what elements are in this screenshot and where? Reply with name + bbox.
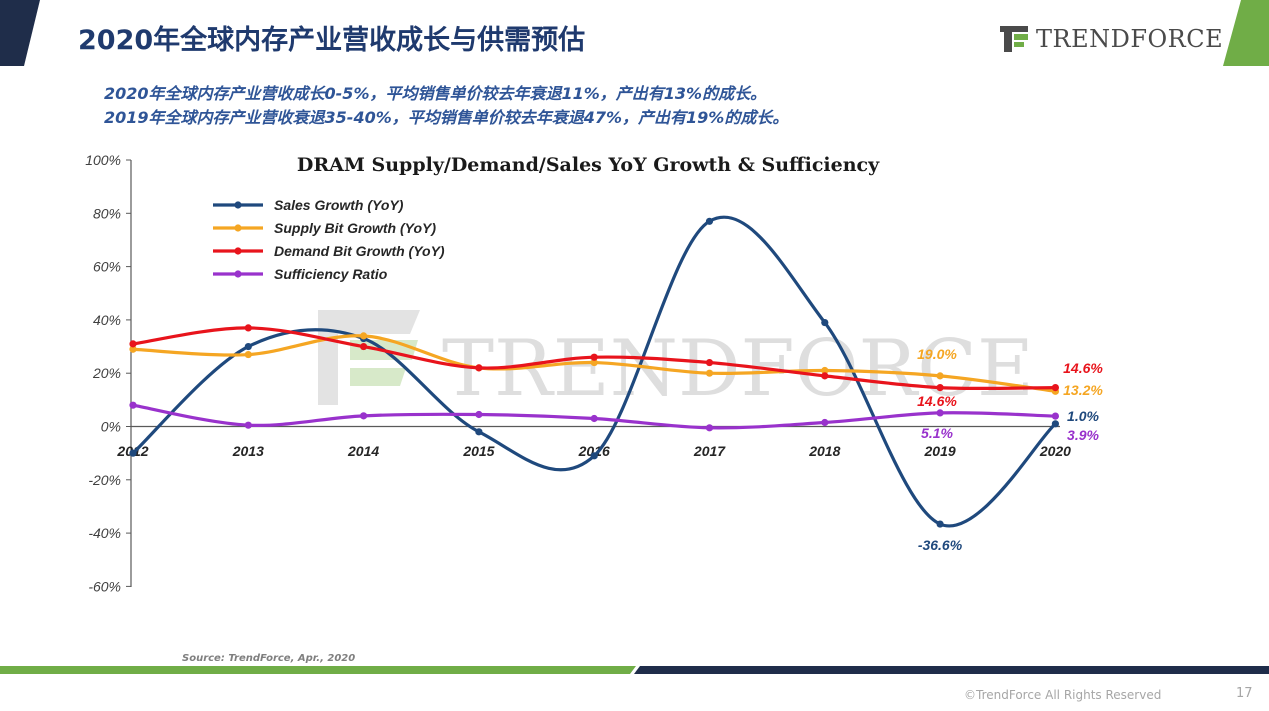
trendforce-logo: TRENDFORCE <box>1000 22 1223 56</box>
series-point-4 <box>129 401 137 409</box>
trendforce-logo-icon <box>1000 26 1028 52</box>
series-point-2 <box>244 350 252 359</box>
legend-label: Supply Bit Growth (YoY) <box>274 220 436 236</box>
y-tick-label: -60% <box>88 578 121 594</box>
series-point-1 <box>590 452 598 460</box>
series-point-3 <box>360 342 368 351</box>
series-point-2 <box>821 366 829 375</box>
legend-swatch-point <box>234 247 242 255</box>
source-note: Source: TrendForce, Apr., 2020 <box>182 653 356 664</box>
x-tick-label: 2019 <box>924 443 956 459</box>
series-point-4 <box>821 418 829 427</box>
series-point-4 <box>244 421 252 429</box>
series-point-1 <box>244 342 252 351</box>
data-label: 14.6% <box>917 393 957 409</box>
series-point-4 <box>705 424 714 432</box>
series-point-4 <box>1051 412 1059 420</box>
series-point-3 <box>1051 383 1059 392</box>
series-point-1 <box>705 217 714 225</box>
x-tick-label: 2014 <box>347 443 379 459</box>
corner-decoration-right <box>1223 0 1269 66</box>
data-label: 14.6% <box>1063 360 1103 376</box>
y-tick-label: -20% <box>88 472 121 488</box>
series-point-1 <box>475 428 483 436</box>
legend-swatch-point <box>234 224 242 232</box>
series-point-1 <box>936 520 944 528</box>
watermark-logo-icon-part-3 <box>350 368 406 386</box>
series-point-4 <box>360 412 368 420</box>
y-tick-label: -40% <box>88 525 121 541</box>
series-point-2 <box>360 332 368 340</box>
data-label: 1.0% <box>1067 408 1099 424</box>
series-point-3 <box>129 340 137 348</box>
data-label: -36.6% <box>918 537 963 553</box>
series-point-2 <box>590 358 598 367</box>
chart-title: DRAM Supply/Demand/Sales YoY Growth & Su… <box>297 154 880 176</box>
series-point-3 <box>821 372 829 380</box>
x-tick-label: 2015 <box>462 443 494 459</box>
legend-label: Demand Bit Growth (YoY) <box>274 243 445 259</box>
footer-stripe <box>0 666 1269 674</box>
subtitle-line-2: 2019年全球内存产业营收衰退35-40%，平均销售单价较去年衰退47%，产出有… <box>104 108 789 127</box>
x-tick-label: 2018 <box>808 443 840 459</box>
series-point-1 <box>821 318 829 327</box>
y-tick-label: 100% <box>85 152 121 168</box>
data-label: 5.1% <box>921 425 953 441</box>
series-point-2 <box>936 372 944 380</box>
y-tick-label: 20% <box>92 365 121 381</box>
y-tick-label: 60% <box>93 259 121 275</box>
series-point-3 <box>244 324 252 332</box>
x-tick-label: 2017 <box>693 443 726 459</box>
y-tick-label: 0% <box>101 419 121 435</box>
legend-label: Sales Growth (YoY) <box>274 197 404 213</box>
series-point-1 <box>1051 420 1059 428</box>
subtitle-line-1: 2020年全球内存产业营收成长0-5%，平均销售单价较去年衰退11%，产出有13… <box>104 84 767 103</box>
series-point-2 <box>705 369 714 377</box>
series-point-3 <box>936 383 944 392</box>
x-tick-label: 2013 <box>232 443 264 459</box>
series-point-3 <box>475 364 483 372</box>
series-point-2 <box>129 345 137 353</box>
series-point-4 <box>936 409 944 417</box>
series-point-3 <box>590 353 598 361</box>
data-label: 13.2% <box>1063 382 1103 398</box>
series-point-4 <box>590 414 598 423</box>
series-point-4 <box>475 410 483 419</box>
watermark-text: TRENDFORCE <box>442 324 1034 414</box>
page-number: 17 <box>1236 686 1253 701</box>
series-line-1 <box>131 215 1057 528</box>
series-point-1 <box>129 449 137 457</box>
legend-swatch-point <box>234 201 242 209</box>
legend-swatch-point <box>234 270 242 278</box>
data-label: 3.9% <box>1067 427 1099 443</box>
series-point-3 <box>705 358 714 367</box>
y-tick-label: 80% <box>93 205 121 221</box>
legend-label: Sufficiency Ratio <box>274 266 388 282</box>
logo-text: TRENDFORCE <box>1036 25 1224 53</box>
copyright-text: ©TrendForce All Rights Reserved <box>964 688 1162 702</box>
data-label: 19.0% <box>917 346 957 362</box>
page-title: 2020年全球内存产业营收成长与供需预估 <box>78 25 586 56</box>
x-tick-label: 2020 <box>1039 443 1071 459</box>
corner-decoration-left <box>0 0 40 66</box>
y-tick-label: 40% <box>93 312 121 328</box>
